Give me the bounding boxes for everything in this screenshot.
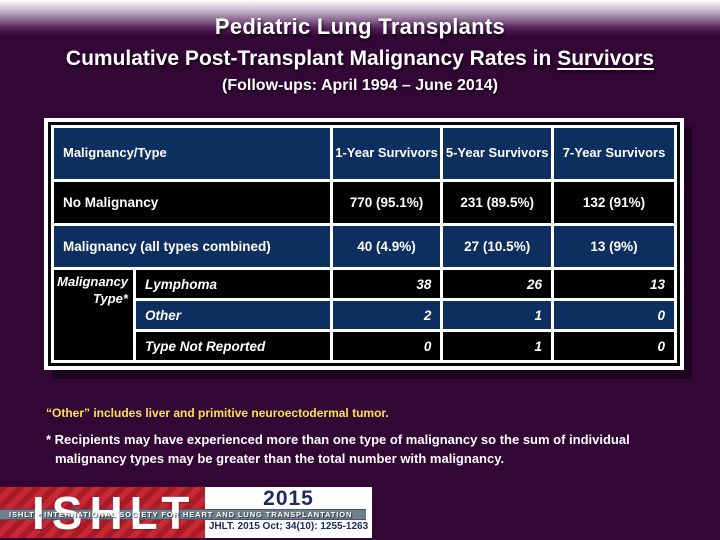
ishlt-logo-stripe xyxy=(0,509,366,520)
table-header-malignancy-type: Malignancy/Type xyxy=(51,125,333,182)
table-header-1-year: 1-Year Survivors xyxy=(329,125,444,182)
ishlt-logo-acronym: ISHLT xyxy=(32,487,197,539)
ishlt-logo-year: 2015 xyxy=(263,487,314,510)
cell-value: 770 (95.1%) xyxy=(329,179,444,226)
cell-value: 27 (10.5%) xyxy=(440,223,555,270)
cell-value: 26 xyxy=(440,267,555,301)
row-label: Type Not Reported xyxy=(132,329,333,363)
table-row: Malignancy (all types combined) 40 (4.9%… xyxy=(51,223,677,270)
subtitle-prefix: Cumulative Post-Transplant Malignancy Ra… xyxy=(65,47,558,70)
cell-value: 0 xyxy=(551,298,677,332)
row-label: Malignancy (all types combined) xyxy=(51,223,333,270)
row-label: Other xyxy=(132,298,333,332)
cell-value: 132 (91%) xyxy=(551,179,677,226)
row-label: No Malignancy xyxy=(51,179,333,226)
table-row: Malignancy Type* Lymphoma 38 26 13 xyxy=(51,267,677,363)
cell-value: 13 (9%) xyxy=(551,223,677,270)
malignancy-table: Malignancy/Type 1-Year Survivors 5-Year … xyxy=(44,118,684,370)
top-gradient-band xyxy=(0,0,720,36)
table-row: No Malignancy 770 (95.1%) 231 (89.5%) 13… xyxy=(51,179,677,226)
cell-value: 0 xyxy=(551,329,677,363)
ishlt-logo-banner-text: ISHLT • INTERNATIONAL SOCIETY FOR HEART … xyxy=(9,510,353,519)
cell-value: 231 (89.5%) xyxy=(440,179,555,226)
cell-value: 2 xyxy=(329,298,444,332)
cell-value: 40 (4.9%) xyxy=(329,223,444,270)
cell-value: 1 xyxy=(440,298,555,332)
followup-date-range: (Follow-ups: April 1994 – June 2014) xyxy=(222,77,498,94)
table-header-5-year: 5-Year Survivors xyxy=(440,125,555,182)
malignancy-data-table: Malignancy/Type 1-Year Survivors 5-Year … xyxy=(51,125,677,363)
cell-value: 0 xyxy=(329,329,444,363)
cell-value: 1 xyxy=(440,329,555,363)
title-block: Pediatric Lung Transplants Cumulative Po… xyxy=(0,14,720,95)
journal-citation: JHLT. 2015 Oct; 34(10): 1255-1263 xyxy=(208,521,369,532)
cell-value: 38 xyxy=(329,267,444,301)
row-label: Lymphoma xyxy=(132,267,333,301)
table-row: Other 2 1 0 xyxy=(53,298,677,332)
footnote-recipients-asterisk: * Recipients may have experienced more t… xyxy=(46,432,630,466)
page-subtitle: Cumulative Post-Transplant Malignancy Ra… xyxy=(0,47,720,71)
table-header-row: Malignancy/Type 1-Year Survivors 5-Year … xyxy=(51,125,677,182)
footnote-other-definition: “Other” includes liver and primitive neu… xyxy=(46,406,389,420)
table-header-7-year: 7-Year Survivors xyxy=(551,125,677,182)
subtitle-underlined-word: Survivors xyxy=(557,47,655,70)
group-label-malignancy-type: Malignancy Type* xyxy=(51,267,136,363)
cell-value: 13 xyxy=(551,267,677,301)
table-row: Type Not Reported 0 1 0 xyxy=(53,329,677,363)
ishlt-logo: ISHLT ISHLT • INTERNATIONAL SOCIETY FOR … xyxy=(0,487,372,539)
page-title: Pediatric Lung Transplants xyxy=(214,14,506,39)
